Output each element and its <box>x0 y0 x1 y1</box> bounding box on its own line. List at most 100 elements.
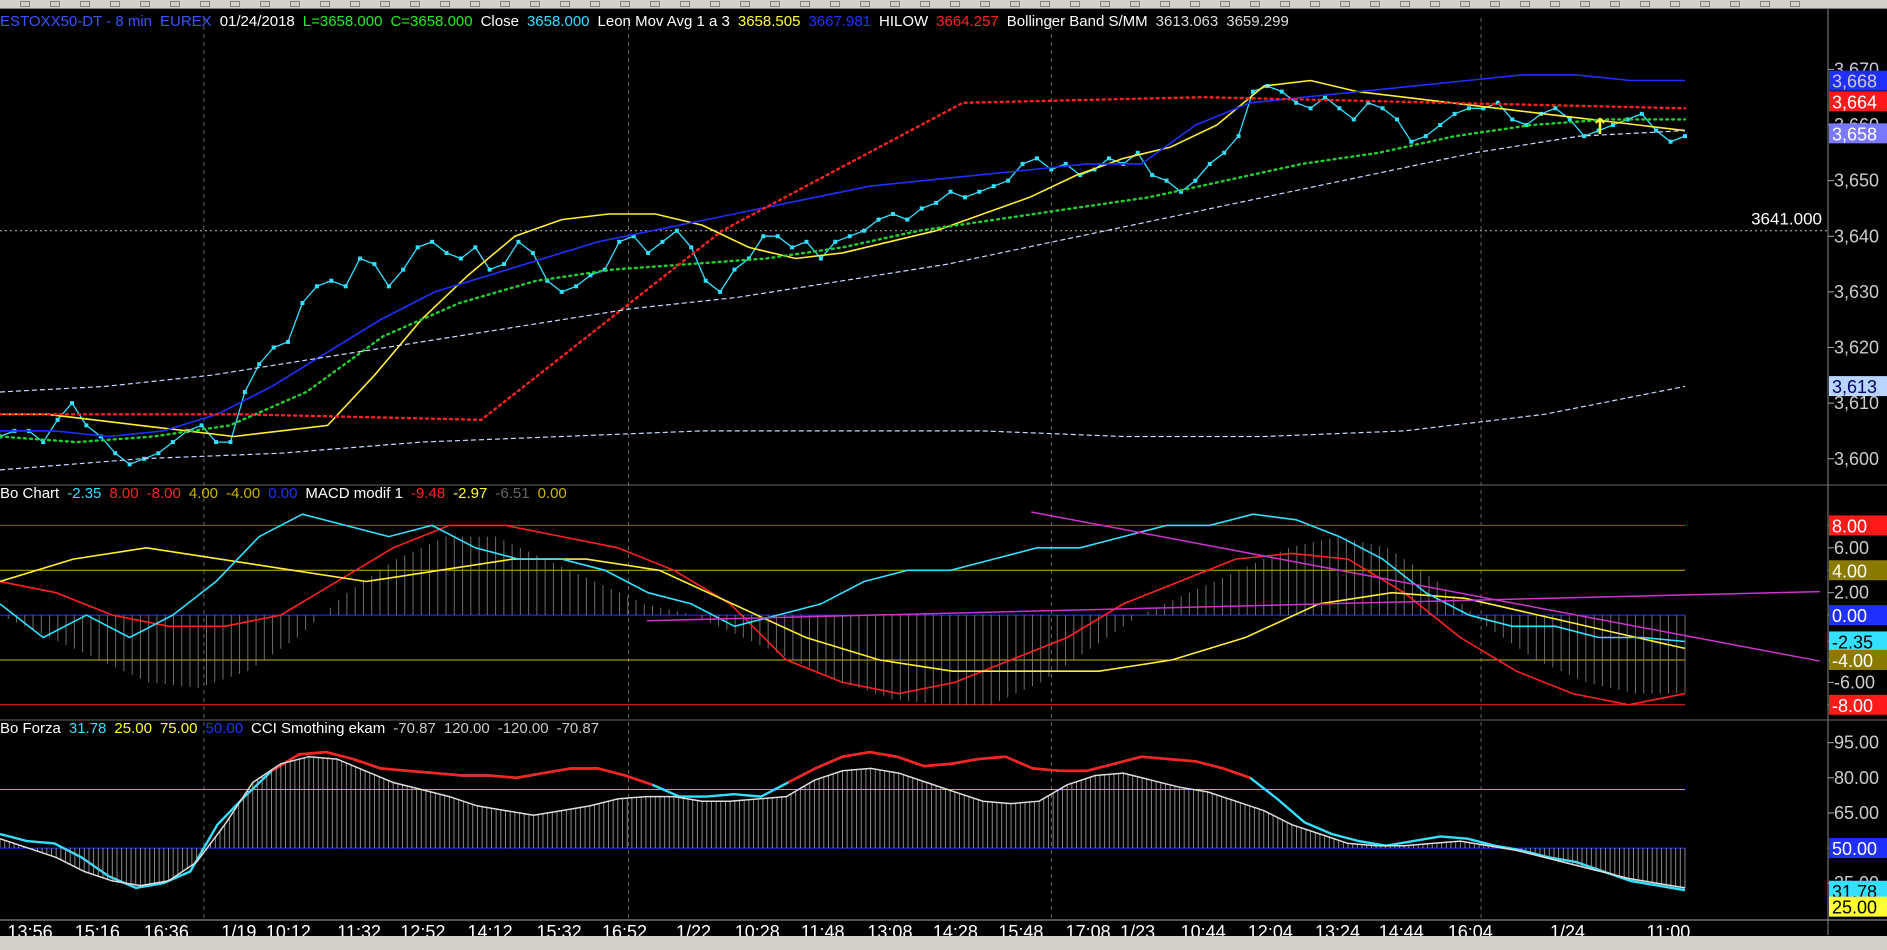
header_macd-item: -6.51 <box>495 485 530 502</box>
toolbar-button[interactable] <box>350 1 360 7</box>
toolbar-button[interactable] <box>740 1 750 7</box>
close-point <box>444 250 449 255</box>
toolbar-button[interactable] <box>1430 1 1440 7</box>
toolbar-button[interactable] <box>860 1 870 7</box>
toolbar-button[interactable] <box>650 1 660 7</box>
toolbar-button[interactable] <box>50 1 60 7</box>
toolbar-button[interactable] <box>1400 1 1410 7</box>
toolbar-button[interactable] <box>1760 1 1770 7</box>
close-point <box>1553 106 1558 111</box>
axis-value-tag-label: -2.35 <box>1832 632 1873 652</box>
header_macd-item: -8.00 <box>146 485 181 502</box>
toolbar-button[interactable] <box>1460 1 1470 7</box>
toolbar-button[interactable] <box>530 1 540 7</box>
header_price-item: Bollinger Band S/MM <box>1006 13 1148 30</box>
close-point <box>1466 106 1471 111</box>
header_price-item: L=3658.000 <box>302 13 383 30</box>
header_cci-item: -120.00 <box>497 720 549 737</box>
toolbar-button[interactable] <box>110 1 120 7</box>
toolbar-button[interactable] <box>500 1 510 7</box>
toolbar-button[interactable] <box>680 1 690 7</box>
toolbar-button[interactable] <box>1490 1 1500 7</box>
axis-value-tag <box>1829 880 1887 901</box>
forza-high-line <box>271 750 1251 787</box>
toolbar-button[interactable] <box>620 1 630 7</box>
toolbar-button[interactable] <box>20 1 30 7</box>
toolbar-button[interactable] <box>1160 1 1170 7</box>
header_macd-item: 4.00 <box>188 485 219 502</box>
toolbar-button[interactable] <box>410 1 420 7</box>
toolbar-button[interactable] <box>1640 1 1650 7</box>
close-point <box>502 262 507 267</box>
toolbar-button[interactable] <box>1790 1 1800 7</box>
header_cci-item: CCI Smothing ekam <box>251 720 386 737</box>
toolbar-button[interactable] <box>1220 1 1230 7</box>
toolbar-button[interactable] <box>1730 1 1740 7</box>
toolbar-button[interactable] <box>1520 1 1530 7</box>
close-point <box>358 256 363 261</box>
toolbar-button[interactable] <box>1670 1 1680 7</box>
toolbar-button[interactable] <box>920 1 930 7</box>
header_cci-item: -70.87 <box>393 720 436 737</box>
toolbar-button[interactable] <box>890 1 900 7</box>
close-point <box>516 239 521 244</box>
toolbar-button[interactable] <box>1340 1 1350 7</box>
toolbar-button[interactable] <box>1190 1 1200 7</box>
axis-value-tag-label: 25.00 <box>1832 898 1877 918</box>
axis-value-tag <box>1829 896 1887 917</box>
close-point <box>934 200 939 205</box>
toolbar-button[interactable] <box>950 1 960 7</box>
toolbar-button[interactable] <box>800 1 810 7</box>
toolbar-button[interactable] <box>200 1 210 7</box>
toolbar-button[interactable] <box>590 1 600 7</box>
toolbar-button[interactable] <box>290 1 300 7</box>
toolbar-button[interactable] <box>170 1 180 7</box>
close-point <box>1222 150 1227 155</box>
toolbar-button[interactable] <box>1070 1 1080 7</box>
close-point <box>98 434 103 439</box>
toolbar-button[interactable] <box>1130 1 1140 7</box>
toolbar-button[interactable] <box>1310 1 1320 7</box>
close-point <box>1250 89 1255 94</box>
close-point <box>257 362 262 367</box>
toolbar[interactable] <box>0 0 1887 9</box>
toolbar-button[interactable] <box>80 1 90 7</box>
header_price-item: Close <box>480 13 519 30</box>
toolbar-button[interactable] <box>380 1 390 7</box>
close-point <box>1380 106 1385 111</box>
close-point <box>1236 134 1241 139</box>
close-point <box>1610 123 1615 127</box>
toolbar-button[interactable] <box>1100 1 1110 7</box>
close-point <box>1063 161 1068 166</box>
series-Oscillator-line <box>0 513 1686 643</box>
toolbar-button[interactable] <box>1370 1 1380 7</box>
toolbar-button[interactable] <box>320 1 330 7</box>
close-point <box>646 250 651 255</box>
toolbar-button[interactable] <box>1700 1 1710 7</box>
toolbar-button[interactable] <box>1610 1 1620 7</box>
close-point <box>991 184 996 189</box>
close-point <box>430 239 435 244</box>
close-point <box>329 278 334 283</box>
toolbar-button[interactable] <box>230 1 240 7</box>
toolbar-button[interactable] <box>1550 1 1560 7</box>
toolbar-button[interactable] <box>1580 1 1590 7</box>
toolbar-button[interactable] <box>140 1 150 7</box>
toolbar-button[interactable] <box>710 1 720 7</box>
header_price-item: ESTOXX50-DT - 8 min <box>0 13 152 30</box>
close-point <box>127 462 132 467</box>
close-point <box>372 262 377 267</box>
toolbar-button[interactable] <box>980 1 990 7</box>
toolbar-button[interactable] <box>1250 1 1260 7</box>
toolbar-button[interactable] <box>1010 1 1020 7</box>
close-point <box>574 284 579 289</box>
toolbar-button[interactable] <box>1040 1 1050 7</box>
toolbar-button[interactable] <box>1280 1 1290 7</box>
toolbar-button[interactable] <box>830 1 840 7</box>
toolbar-button[interactable] <box>770 1 780 7</box>
close-point <box>588 273 593 278</box>
toolbar-button[interactable] <box>470 1 480 7</box>
toolbar-button[interactable] <box>440 1 450 7</box>
toolbar-button[interactable] <box>560 1 570 7</box>
toolbar-button[interactable] <box>260 1 270 7</box>
